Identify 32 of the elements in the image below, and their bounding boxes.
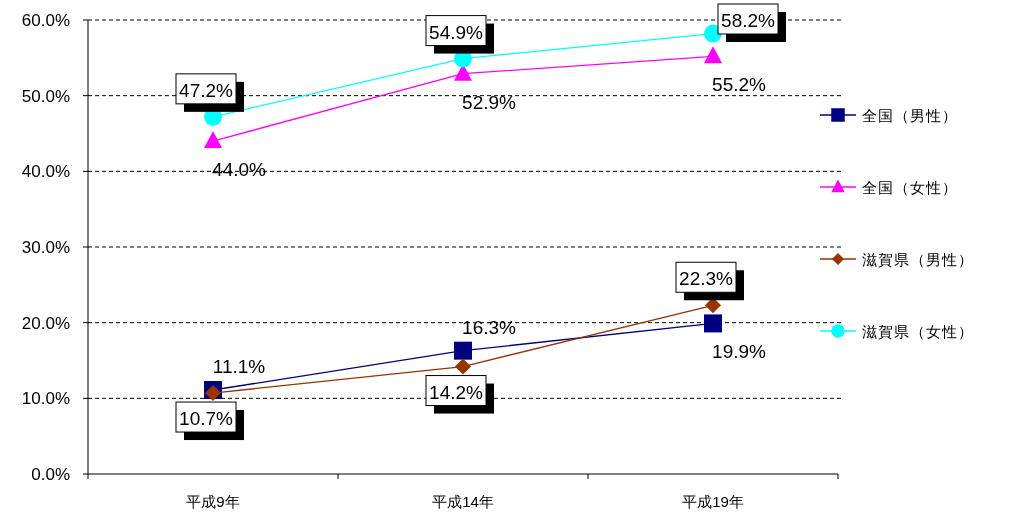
data-label: 14.2% <box>429 381 484 403</box>
point <box>455 358 471 375</box>
legend-label: 滋賀県（女性） <box>862 323 974 340</box>
data-label: 55.2% <box>712 74 767 96</box>
x-tick-label: 平成19年 <box>682 493 744 510</box>
data-label: 19.9% <box>712 341 767 363</box>
point <box>704 314 722 333</box>
legend-label: 全国（男性） <box>862 107 958 124</box>
data-label: 10.7% <box>179 408 234 430</box>
point <box>704 46 722 64</box>
y-tick-label: 40.0% <box>21 162 70 182</box>
data-label: 52.9% <box>462 91 517 113</box>
y-tick-label: 10.0% <box>21 389 70 409</box>
data-label: 58.2% <box>721 10 776 31</box>
point <box>205 385 221 402</box>
data-label: 22.3% <box>679 268 734 290</box>
y-tick-label: 50.0% <box>21 86 70 106</box>
legend-label: 全国（女性） <box>862 179 958 196</box>
point <box>454 341 472 360</box>
y-tick-label: 30.0% <box>21 238 70 257</box>
y-tick-label: 60.0% <box>21 11 70 30</box>
data-label: 47.2% <box>179 79 234 101</box>
legend-label: 滋賀県（男性） <box>862 251 974 268</box>
y-tick-label: 20.0% <box>21 313 70 333</box>
point <box>204 131 222 149</box>
x-tick-label: 平成14年 <box>432 493 494 510</box>
y-tick-label: 0.0% <box>31 465 70 484</box>
data-label: 54.9% <box>429 21 484 43</box>
data-label: 44.0% <box>212 159 267 181</box>
x-tick-label: 平成9年 <box>186 493 240 510</box>
data-label: 11.1% <box>212 356 266 378</box>
data-label: 16.3% <box>462 316 517 338</box>
